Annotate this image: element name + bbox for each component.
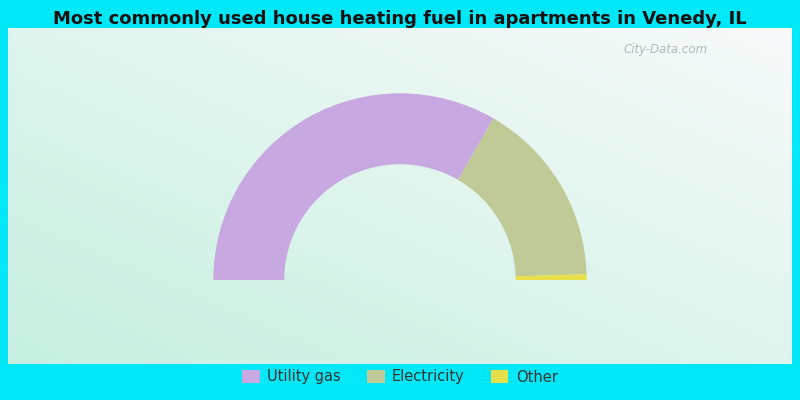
Wedge shape [214, 93, 494, 280]
Text: Most commonly used house heating fuel in apartments in Venedy, IL: Most commonly used house heating fuel in… [53, 10, 747, 28]
Text: City-Data.com: City-Data.com [624, 43, 708, 56]
Legend: Utility gas, Electricity, Other: Utility gas, Electricity, Other [237, 364, 563, 390]
Wedge shape [458, 118, 586, 276]
Wedge shape [516, 274, 586, 280]
